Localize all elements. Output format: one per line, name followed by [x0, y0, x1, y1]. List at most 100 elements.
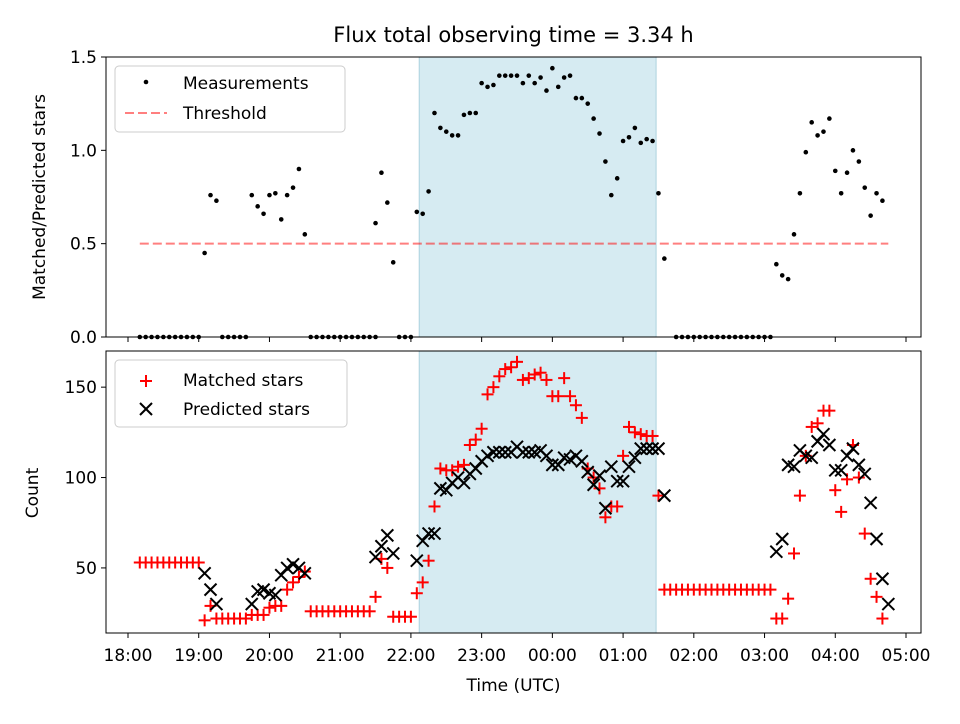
measurement-point [473, 110, 479, 116]
matched-star-point [652, 489, 665, 502]
legend: Measurements Threshold [114, 65, 346, 133]
predicted-star-point [875, 572, 890, 586]
measurement-point [249, 192, 255, 198]
measurement-point [373, 220, 378, 226]
measurement-point [520, 80, 526, 86]
matched-star-point [788, 547, 801, 560]
matched-star-point [275, 599, 288, 612]
predicted-star-point [492, 445, 507, 459]
predicted-star-point [639, 441, 654, 456]
legend-box [114, 359, 348, 428]
measurement-point [609, 192, 614, 198]
matched-star-point [481, 388, 494, 401]
matched-star-point [281, 583, 294, 596]
matched-star-point [534, 366, 547, 379]
legend: Matched stars Predicted stars [114, 359, 348, 428]
measurement-point [585, 101, 591, 106]
predicted-star-point [268, 588, 283, 602]
measurement-point [573, 95, 579, 101]
predicted-star-point [787, 459, 801, 474]
predicted-star-point [858, 467, 872, 481]
predicted-star-point [457, 476, 471, 490]
predicted-star-point [804, 450, 819, 465]
measurement-point [497, 73, 502, 78]
predicted-star-point [563, 452, 577, 467]
measurement-point [838, 190, 844, 196]
predicted-star-point [256, 582, 271, 597]
predicted-star-point [410, 553, 424, 568]
measurement-point [508, 73, 514, 78]
measurement-point [880, 198, 885, 204]
predicted-star-point [539, 449, 554, 463]
matched-star-point [569, 399, 582, 412]
predicted-star-point [622, 459, 636, 474]
matched-star-point [198, 614, 211, 627]
matched-star-point [381, 561, 394, 574]
predicted-star-point [486, 445, 501, 459]
predicted-star-point [545, 458, 560, 472]
measurement-point [874, 190, 879, 196]
x-tick-label: 21:00 [316, 646, 365, 666]
predicted-star-point [769, 544, 784, 559]
predicted-star-point [869, 532, 884, 546]
legend-box [114, 65, 346, 133]
x-axis-ticks: 18:00 19:00 20:00 21:00 22:00 23:00 00:00 01:00… [104, 633, 931, 666]
measurement-point [856, 159, 862, 164]
predicted-star-point [628, 450, 642, 465]
measurement-point [614, 176, 620, 181]
matched-star-point [811, 417, 824, 430]
measurement-point [567, 73, 573, 78]
measurement-point [461, 112, 467, 118]
matched-star-point [858, 527, 871, 540]
predicted-star-point [386, 546, 400, 561]
measurement-point [443, 129, 449, 134]
predicted-star-point [245, 597, 259, 611]
observing-window-shade [418, 350, 657, 634]
measurement-point [550, 65, 555, 71]
predicted-star-point [852, 458, 866, 472]
matched-star-point [617, 449, 630, 462]
predicted-star-point [374, 539, 389, 553]
predicted-star-point [828, 463, 842, 478]
predicted-star-point [298, 566, 312, 581]
measurement-point [532, 80, 537, 86]
measurement-point [514, 73, 520, 78]
x-tick-label: 18:00 [104, 646, 153, 666]
legend-measurements-label: Measurements [183, 74, 309, 94]
matched-star-point [575, 411, 588, 424]
measurement-point [626, 134, 632, 140]
measurement-point [555, 84, 561, 90]
plot-frame [105, 56, 922, 338]
matched-star-point [493, 370, 506, 383]
predicted-star-point [280, 561, 294, 575]
measurement-point [255, 204, 260, 209]
measurement-point [502, 73, 508, 78]
matched-star-point [793, 489, 806, 502]
y-tick-label: 150 [65, 378, 97, 398]
matched-star-point [499, 363, 512, 376]
measurement-point [296, 166, 302, 172]
x-tick-label: 03:00 [740, 646, 789, 666]
matched-star-point [369, 590, 382, 603]
matched-star-point [599, 511, 612, 524]
measurement-point [821, 129, 826, 134]
matched-star-point [829, 484, 842, 497]
matched-star-point [516, 373, 529, 386]
matched-star-point [475, 422, 488, 435]
predicted-star-point [846, 441, 860, 456]
x-axis-ticks [127, 337, 907, 342]
y-axis-ticks: 50 100 150 [65, 378, 106, 579]
matched-star-point [876, 612, 889, 625]
predicted-star-point [775, 532, 789, 546]
x-tick-label: 19:00 [174, 646, 223, 666]
measurement-point [868, 213, 873, 218]
measurement-point [591, 116, 596, 121]
y-axis-label: Count [23, 467, 43, 518]
measurement-point [809, 120, 814, 125]
measurement-point [644, 136, 649, 142]
x-tick-label: 23:00 [457, 646, 506, 666]
measurement-point [420, 211, 425, 217]
measurement-point [479, 80, 484, 86]
count-panel: 50 100 150 18:00 19:00 20:00 21:00 22:00 23:00 0… [23, 350, 931, 696]
measurement-point [284, 192, 290, 198]
